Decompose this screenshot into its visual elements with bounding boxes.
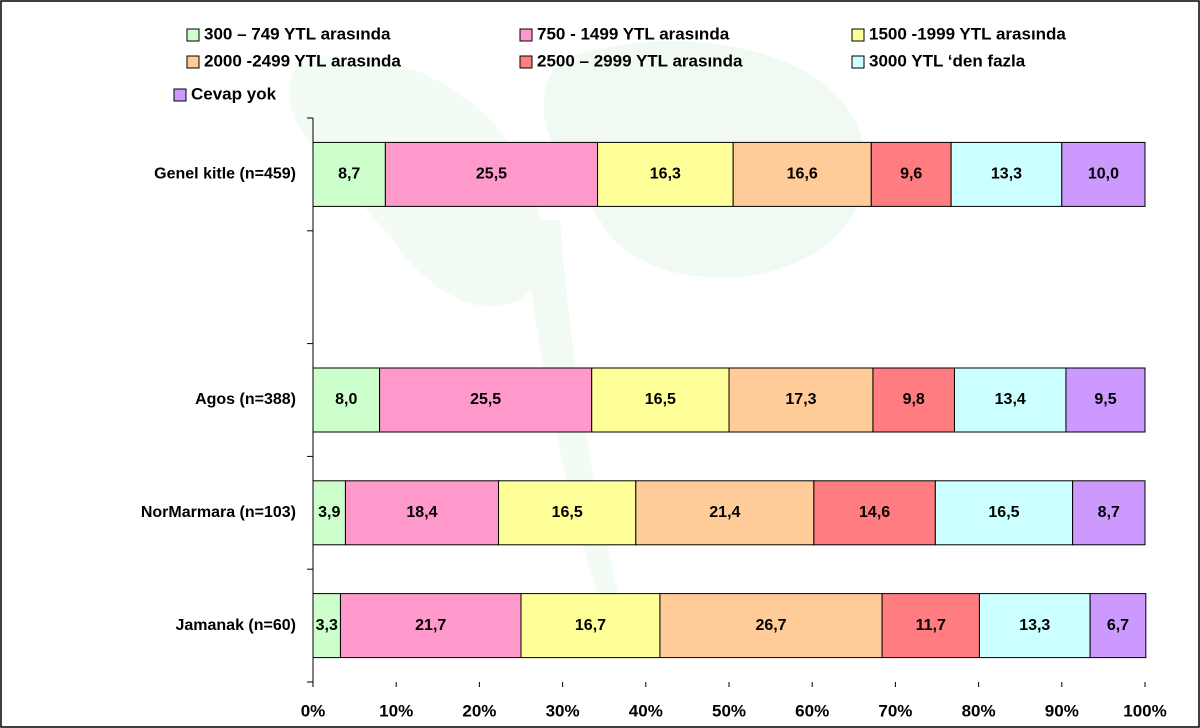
legend-swatch <box>174 89 186 101</box>
data-label: 8,0 <box>335 391 357 408</box>
legend-label: 1500 -1999 YTL arasında <box>869 24 1066 43</box>
x-tick-label: 50% <box>712 701 746 720</box>
data-label: 3,3 <box>316 617 338 634</box>
x-tick-label: 90% <box>1045 701 1079 720</box>
legend-swatch <box>187 56 199 68</box>
x-tick-label: 30% <box>546 701 580 720</box>
data-label: 25,5 <box>476 166 507 183</box>
category-label: NorMarmara (n=103) <box>141 504 296 521</box>
x-tick-label: 0% <box>301 701 326 720</box>
data-label: 9,6 <box>900 166 922 183</box>
data-label: 14,6 <box>859 504 890 521</box>
legend-label: 750 - 1499 YTL arasında <box>537 24 730 43</box>
legend-label: 300 – 749 YTL arasında <box>204 24 391 43</box>
data-label: 16,5 <box>988 504 1019 521</box>
x-tick-label: 70% <box>878 701 912 720</box>
data-label: 16,7 <box>575 617 606 634</box>
data-label: 9,5 <box>1094 391 1116 408</box>
legend-swatch <box>852 56 864 68</box>
x-tick-label: 10% <box>379 701 413 720</box>
x-tick-label: 40% <box>629 701 663 720</box>
x-tick-label: 100% <box>1123 701 1166 720</box>
data-label: 16,5 <box>552 504 583 521</box>
data-label: 16,3 <box>650 166 681 183</box>
data-label: 16,6 <box>787 166 818 183</box>
data-label: 9,8 <box>903 391 925 408</box>
chart: 300 – 749 YTL arasında 750 - 1499 YTL ara… <box>0 0 1200 728</box>
data-label: 8,7 <box>1098 504 1120 521</box>
legend-swatch <box>520 29 532 41</box>
legend-label: 2000 -2499 YTL arasında <box>204 51 401 70</box>
x-tick-label: 80% <box>962 701 996 720</box>
x-tick-label: 20% <box>462 701 496 720</box>
data-label: 13,3 <box>1019 617 1050 634</box>
category-label: Genel kitle (n=459) <box>154 166 296 183</box>
category-label: Agos (n=388) <box>195 391 296 408</box>
data-label: 10,0 <box>1088 166 1119 183</box>
data-label: 6,7 <box>1107 617 1129 634</box>
x-tick-label: 60% <box>795 701 829 720</box>
data-label: 3,9 <box>318 504 340 521</box>
data-label: 18,4 <box>406 504 437 521</box>
legend-swatch <box>520 56 532 68</box>
data-label: 17,3 <box>785 391 816 408</box>
data-label: 21,4 <box>709 504 740 521</box>
legend-label: 2500 – 2999 YTL arasında <box>537 51 743 70</box>
data-label: 16,5 <box>645 391 676 408</box>
legend-swatch <box>852 29 864 41</box>
data-label: 11,7 <box>916 617 946 634</box>
category-label: Jamanak (n=60) <box>175 617 296 634</box>
legend-swatch <box>187 29 199 41</box>
data-label: 26,7 <box>755 617 786 634</box>
data-label: 13,4 <box>995 391 1026 408</box>
data-label: 8,7 <box>338 166 360 183</box>
data-label: 21,7 <box>415 617 446 634</box>
data-label: 25,5 <box>470 391 501 408</box>
legend-label: 3000 YTL ‘den fazla <box>869 51 1026 70</box>
data-label: 13,3 <box>991 166 1022 183</box>
legend-label: Cevap yok <box>191 84 277 103</box>
